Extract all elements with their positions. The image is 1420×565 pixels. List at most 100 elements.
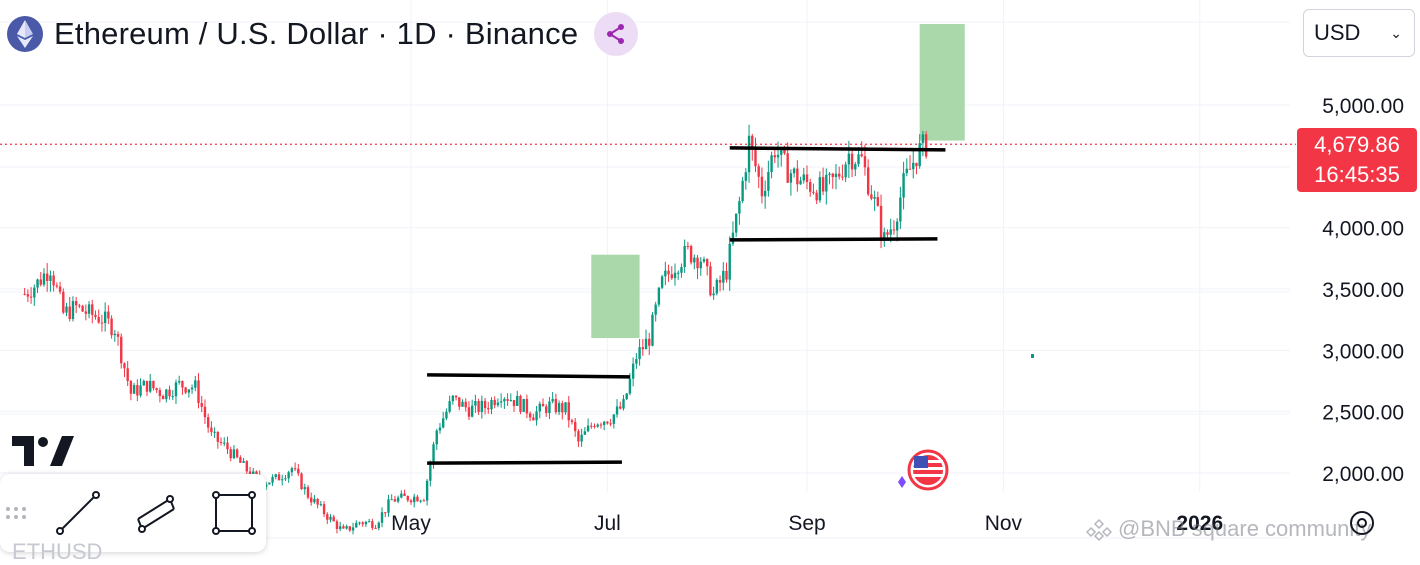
candle-body: [850, 153, 854, 170]
candle-body: [345, 526, 348, 529]
candle-body: [97, 316, 100, 323]
candle-body: [55, 285, 59, 287]
trend-line-tool[interactable]: [48, 483, 108, 543]
candle-body: [847, 153, 851, 165]
candle-body: [316, 498, 319, 505]
trend-line-icon: [56, 491, 100, 535]
candle-body: [223, 442, 226, 444]
candle-body: [644, 338, 648, 350]
candle-body: [62, 291, 65, 313]
candle-body: [619, 406, 622, 409]
candle-body: [400, 493, 403, 498]
candle-body: [789, 173, 793, 183]
candle-body: [538, 403, 541, 412]
candle-body: [187, 389, 191, 393]
candle-body: [123, 363, 126, 369]
candle-body: [863, 156, 867, 168]
candle-body: [612, 414, 616, 424]
candle-body: [168, 389, 171, 397]
candle-body: [71, 301, 75, 320]
candle-body: [152, 380, 155, 389]
stray-dot: [1031, 354, 1034, 358]
candle-body: [783, 148, 786, 154]
candle-body: [686, 245, 690, 247]
candle-body: [429, 463, 432, 481]
settings-icon[interactable]: [1345, 506, 1379, 540]
candle-body: [45, 273, 49, 281]
candle-body: [545, 406, 548, 414]
candle-body: [110, 318, 113, 336]
candle-body: [899, 197, 902, 222]
candle-body: [895, 221, 899, 231]
candle-body: [599, 424, 603, 426]
candle-body: [596, 424, 599, 427]
candle-body: [734, 213, 738, 233]
candle-body: [364, 521, 368, 525]
candle-body: [190, 387, 194, 390]
bnb-logo-icon: [1086, 518, 1112, 542]
last-price-value: 4,679.86: [1314, 132, 1400, 157]
candle-body: [396, 497, 400, 502]
candle-body: [91, 304, 94, 315]
range-lines[interactable]: [427, 146, 946, 465]
y-tick-label: 4,000.00: [1322, 218, 1404, 241]
candle-body: [271, 476, 274, 483]
candle-body: [876, 197, 880, 206]
currency-select[interactable]: USD ⌄: [1303, 9, 1415, 57]
candle-body: [309, 497, 313, 503]
candle-body: [532, 417, 535, 421]
candle-body: [470, 405, 474, 417]
candle-body: [184, 387, 187, 393]
candle-body: [834, 173, 838, 178]
partial-symbol-text: ETHUSD: [12, 539, 103, 564]
candle-body: [818, 177, 822, 201]
candle-body: [432, 444, 435, 464]
candle-body: [84, 311, 88, 314]
candle-body: [358, 522, 361, 524]
range-bottom-line: [427, 460, 622, 465]
candle-body: [870, 194, 873, 199]
parallel-channel-tool[interactable]: [126, 483, 186, 543]
candle-body: [161, 395, 165, 400]
candle-body: [512, 400, 516, 406]
candle-body: [403, 493, 406, 497]
share-button[interactable]: [594, 12, 639, 56]
candle-body: [773, 155, 777, 158]
candle-body: [799, 180, 802, 185]
us-flag-event-icon[interactable]: [890, 448, 958, 492]
candle-body: [194, 380, 197, 388]
candle-body: [570, 420, 574, 422]
candle-body: [229, 449, 232, 459]
candle-body: [348, 526, 352, 531]
candle-body: [78, 305, 81, 307]
candle-body: [342, 526, 345, 529]
candle-body: [776, 154, 780, 158]
candle-body: [177, 381, 181, 383]
x-tick-label: May: [391, 512, 431, 535]
rectangle-tool[interactable]: [204, 483, 264, 543]
x-tick-label: Sep: [788, 512, 825, 535]
candle-body: [915, 162, 918, 167]
candle-body: [837, 173, 841, 177]
candle-body: [374, 527, 377, 529]
candle-body: [480, 400, 484, 412]
candle-body: [142, 380, 145, 386]
candle-body: [841, 176, 844, 178]
candle-body: [722, 270, 725, 283]
candle-body: [883, 232, 886, 238]
candle-body: [355, 522, 358, 528]
candle-body: [715, 279, 719, 294]
candle-body: [23, 293, 26, 295]
candle-body: [242, 461, 245, 463]
drag-handle-icon[interactable]: [0, 507, 30, 519]
candle-body: [792, 168, 796, 174]
candle-body: [812, 191, 815, 193]
candle-body: [760, 176, 764, 197]
candle-body: [264, 484, 268, 487]
candle-body: [326, 514, 329, 520]
candle-body: [248, 471, 252, 477]
candle-body: [673, 272, 677, 279]
candle-body: [828, 173, 831, 175]
candle-body: [854, 164, 857, 170]
